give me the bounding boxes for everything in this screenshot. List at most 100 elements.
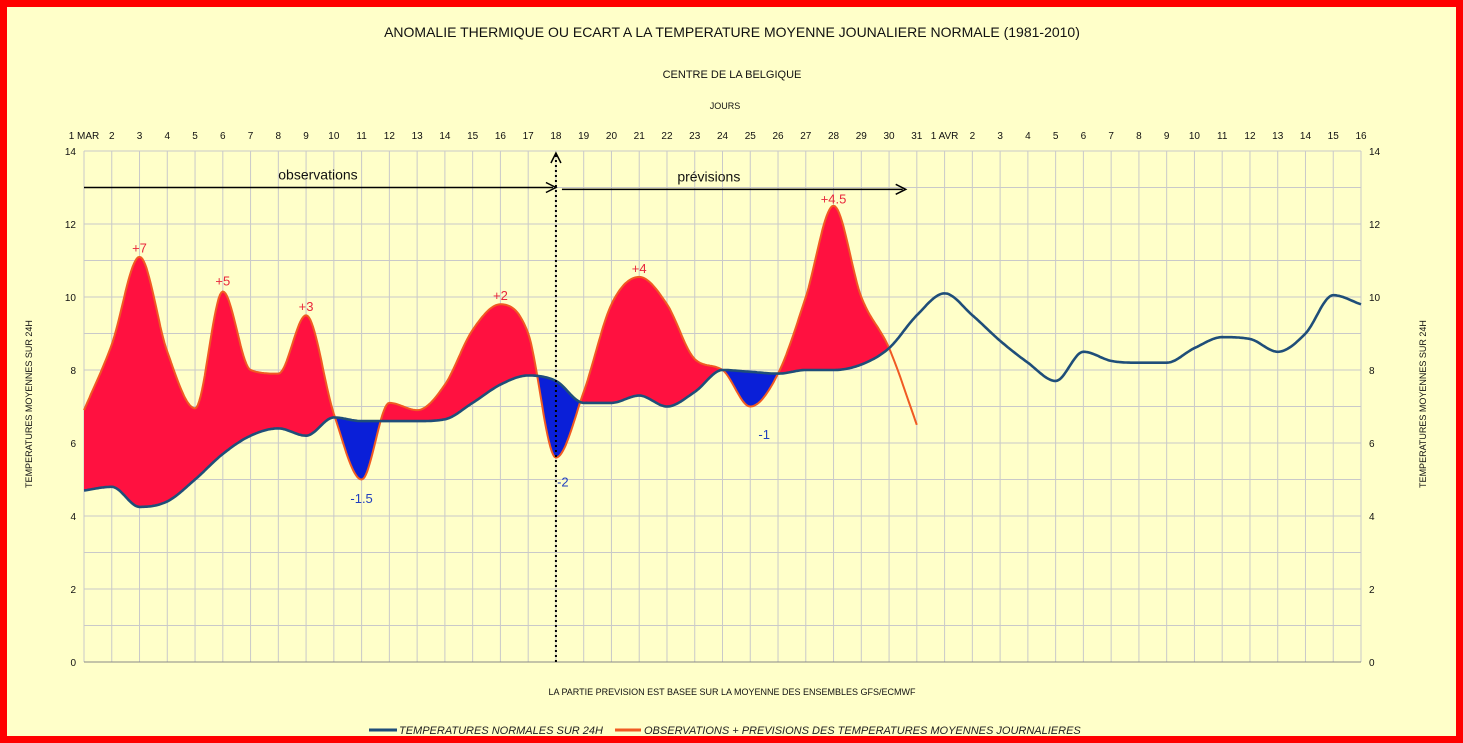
legend-label-normal: TEMPERATURES NORMALES SUR 24H [399, 725, 603, 736]
x-tick-label: 6 [1081, 131, 1087, 142]
x-tick-label: 16 [1355, 131, 1367, 142]
normal-series-line [83, 292, 1362, 509]
anomaly-fills [84, 205, 890, 507]
x-tick-label: 8 [276, 131, 282, 142]
x-tick-label: 4 [1025, 131, 1031, 142]
chart-title: ANOMALIE THERMIQUE OU ECART A LA TEMPERA… [384, 24, 1080, 40]
y-axis-label-right: TEMPERATURES MOYENNES SUR 24H [1418, 320, 1428, 488]
divider-arrowhead [550, 151, 562, 164]
y-tick-labels: 0 0 2 2 4 4 6 6 8 8 10 10 12 12 14 14 [65, 147, 1381, 669]
legend-label-observed: OBSERVATIONS + PREVISIONS DES TEMPERATUR… [644, 725, 1081, 736]
x-tick-label: 18 [550, 131, 562, 142]
y-tick-label-left: 10 [65, 293, 77, 304]
y-tick-label-left: 12 [65, 220, 77, 231]
x-tick-label: 5 [1053, 131, 1059, 142]
x-tick-label: 9 [303, 131, 309, 142]
x-tick-label: 26 [772, 131, 784, 142]
anomaly-label: +2 [493, 288, 508, 303]
anomaly-label: -1 [758, 427, 770, 442]
x-tick-label: 28 [828, 131, 840, 142]
x-tick-label: 25 [745, 131, 757, 142]
annotation-label: prévisions [677, 168, 740, 184]
x-tick-label: 12 [384, 131, 396, 142]
x-tick-label: 13 [1272, 131, 1284, 142]
y-tick-label-left: 0 [70, 658, 76, 669]
x-tick-label: 17 [523, 131, 535, 142]
x-tick-label: 11 [356, 131, 367, 142]
x-tick-label: 2 [109, 131, 115, 142]
anomaly-label: +4 [632, 261, 647, 276]
y-tick-label-left: 6 [70, 439, 76, 450]
x-axis-label: JOURS [710, 101, 741, 111]
x-tick-labels: 1 MAR 2 3 4 5 6 7 8 9 10 11 12 13 14 15 16 17 18 19 20 21 22 2… [69, 131, 1367, 142]
y-tick-label-left: 4 [70, 512, 76, 523]
positive-anomaly-area [778, 205, 890, 374]
y-axis-label-left: TEMPERATURES MOYENNES SUR 24H [24, 320, 34, 488]
x-tick-label: 16 [495, 131, 507, 142]
chart-subtitle: CENTRE DE LA BELGIQUE [663, 69, 802, 81]
x-tick-label: 30 [884, 131, 896, 142]
temperature-anomaly-chart: ANOMALIE THERMIQUE OU ECART A LA TEMPERA… [24, 24, 1428, 736]
y-tick-label-right: 12 [1369, 220, 1381, 231]
x-tick-label: 10 [328, 131, 340, 142]
positive-anomaly-area [381, 304, 538, 422]
y-tick-label-right: 4 [1369, 512, 1375, 523]
x-tick-label: 2 [970, 131, 976, 142]
anomaly-label: +3 [299, 299, 314, 314]
y-tick-label-right: 2 [1369, 585, 1375, 596]
x-tick-label: 8 [1136, 131, 1142, 142]
x-tick-label: 7 [248, 131, 254, 142]
x-tick-label: 29 [856, 131, 868, 142]
x-tick-label: 9 [1164, 131, 1170, 142]
legend: TEMPERATURES NORMALES SUR 24H OBSERVATIO… [369, 725, 1081, 736]
x-tick-label: 1 AVR [931, 131, 959, 142]
footnote: LA PARTIE PREVISION EST BASEE SUR LA MOY… [548, 687, 916, 697]
x-tick-label: 20 [606, 131, 618, 142]
chart-frame: ANOMALIE THERMIQUE OU ECART A LA TEMPERA… [7, 7, 1456, 736]
positive-anomaly-area [84, 256, 336, 507]
x-tick-label: 1 MAR [69, 131, 100, 142]
x-tick-label: 22 [661, 131, 673, 142]
x-tick-label: 11 [1217, 131, 1228, 142]
anomaly-labels: +7 +5 +3 +2 +4 +4.5 -1.5 -2 -1 [132, 191, 846, 505]
x-tick-label: 19 [578, 131, 590, 142]
x-tick-label: 5 [192, 131, 198, 142]
anomaly-label: +5 [215, 274, 230, 289]
series-lines [83, 204, 1362, 509]
y-tick-label-right: 8 [1369, 366, 1375, 377]
x-tick-label: 13 [412, 131, 424, 142]
anomaly-label: -2 [557, 474, 569, 489]
positive-anomaly-area [580, 276, 723, 407]
y-tick-label-left: 2 [70, 585, 76, 596]
x-tick-label: 3 [137, 131, 143, 142]
x-tick-label: 6 [220, 131, 226, 142]
y-tick-label-left: 8 [70, 366, 76, 377]
y-tick-label-right: 6 [1369, 439, 1375, 450]
annotations: observations prévisions [84, 151, 908, 662]
x-tick-label: 15 [1328, 131, 1340, 142]
x-tick-label: 23 [689, 131, 701, 142]
x-tick-label: 24 [717, 131, 729, 142]
anomaly-label: -1.5 [350, 491, 372, 506]
annotation-arrowhead [545, 181, 558, 194]
annotation-label: observations [278, 167, 357, 183]
x-tick-label: 14 [1300, 131, 1312, 142]
x-tick-label: 15 [467, 131, 479, 142]
y-tick-label-right: 14 [1369, 147, 1381, 158]
x-tick-label: 4 [165, 131, 171, 142]
x-tick-label: 27 [800, 131, 812, 142]
negative-anomaly-area [722, 370, 778, 407]
x-tick-label: 3 [997, 131, 1003, 142]
x-tick-label: 21 [634, 131, 646, 142]
anomaly-label: +7 [132, 241, 147, 256]
y-tick-label-right: 10 [1369, 293, 1381, 304]
y-tick-label-right: 0 [1369, 658, 1375, 669]
x-tick-label: 10 [1189, 131, 1201, 142]
x-tick-label: 12 [1244, 131, 1256, 142]
anomaly-label: +4.5 [821, 191, 847, 206]
x-tick-label: 31 [911, 131, 923, 142]
annotation-arrowhead [895, 183, 908, 195]
y-tick-label-left: 14 [65, 147, 77, 158]
x-tick-label: 7 [1108, 131, 1114, 142]
x-tick-label: 14 [439, 131, 451, 142]
